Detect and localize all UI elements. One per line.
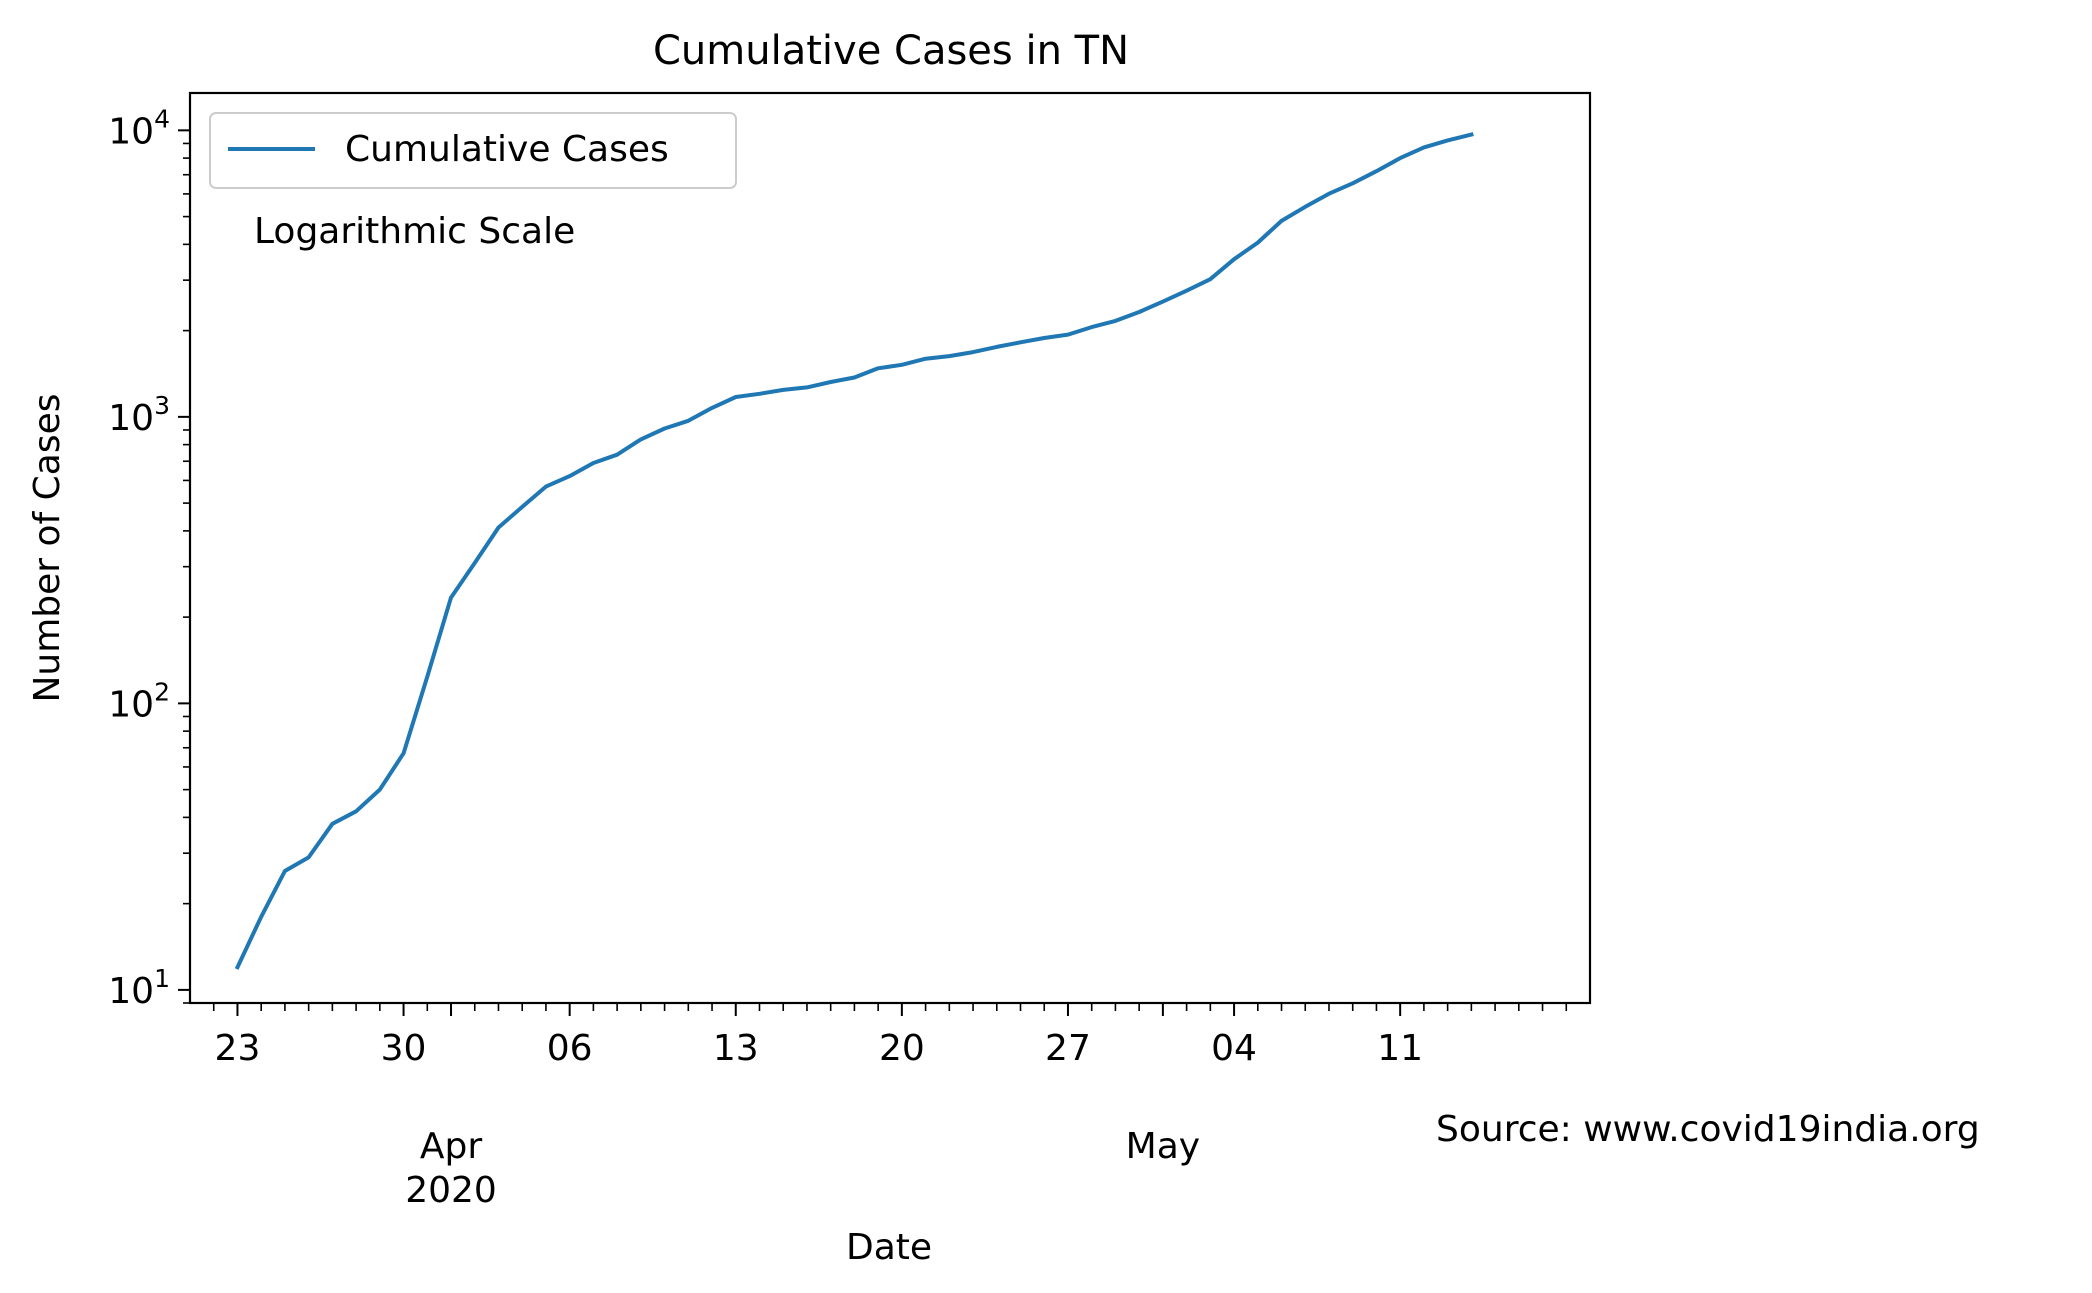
legend: Cumulative Cases — [209, 112, 737, 189]
x-tick-label: 06 — [547, 1028, 593, 1069]
y-tick-label: 103 — [108, 391, 170, 439]
series-line — [234, 132, 1474, 970]
x-minor-ticks — [212, 1003, 1568, 1011]
x-month-label: 2020 — [405, 1170, 497, 1211]
y-major-ticks — [178, 129, 190, 991]
x-tick-label: 13 — [713, 1028, 759, 1069]
x-tick-label: 30 — [381, 1028, 427, 1069]
log-scale-annotation: Logarithmic Scale — [254, 211, 575, 252]
x-tick-label: 20 — [879, 1028, 925, 1069]
x-tick-label: 04 — [1211, 1028, 1257, 1069]
chart-title: Cumulative Cases in TN — [653, 28, 1129, 74]
x-major-ticks — [236, 1003, 1402, 1016]
y-tick-labels: 101 102 103 104 — [108, 104, 170, 1012]
axes-frame — [188, 91, 1592, 1005]
y-axis-label: Number of Cases — [27, 393, 68, 702]
legend-label: Cumulative Cases — [345, 129, 669, 170]
x-tick-label: 27 — [1045, 1028, 1091, 1069]
x-tick-labels: 23 30 06 13 20 27 04 11 — [215, 1028, 1424, 1069]
source-note: Source: www.covid19india.org — [1436, 1109, 1980, 1150]
y-tick-label: 104 — [108, 104, 170, 152]
legend-box — [209, 112, 737, 189]
y-minor-ticks — [183, 142, 190, 1004]
x-axis-label: Date — [846, 1227, 932, 1268]
y-tick-label: 102 — [108, 677, 170, 725]
x-month-label: May — [1126, 1126, 1200, 1167]
x-tick-label: 23 — [215, 1028, 261, 1069]
x-tick-label: 11 — [1377, 1028, 1423, 1069]
series-lines — [234, 132, 1474, 970]
x-month-label: Apr — [420, 1126, 482, 1167]
y-tick-label: 101 — [108, 964, 170, 1012]
